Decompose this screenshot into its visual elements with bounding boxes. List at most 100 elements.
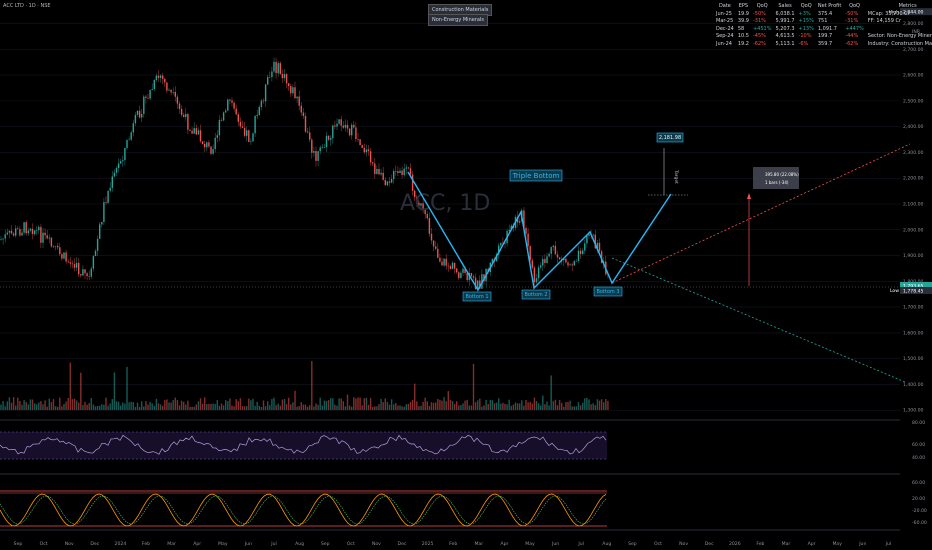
candle-body	[27, 230, 29, 234]
volume-bar	[250, 400, 252, 410]
candle-body	[338, 119, 340, 124]
financials-cell: 199.7	[817, 33, 833, 39]
volume-bar	[248, 398, 250, 410]
financials-cell: -31%	[845, 18, 859, 24]
candle-body	[537, 267, 540, 279]
volume-bar	[82, 404, 84, 410]
volume-bar	[21, 404, 23, 410]
financials-cell: 375.4	[817, 10, 833, 17]
volume-bar	[31, 399, 34, 410]
candle-body	[294, 87, 296, 99]
rsi-axis: 80.00 60.00 40.00	[912, 420, 925, 461]
volume-bar	[283, 399, 286, 410]
candle-body	[432, 240, 435, 247]
time-tick-label: 2026	[729, 541, 741, 547]
candle-body	[162, 75, 164, 79]
time-axis[interactable]: Sep Oct Nov Dec 2024 Feb Mar Apr May Jun Jul Aug Sep…	[14, 541, 892, 547]
candle-body	[96, 238, 99, 251]
volume-bar	[109, 403, 111, 410]
volume-bar	[33, 403, 36, 410]
candle-body	[40, 226, 42, 243]
financials-cell: Sep-24	[716, 33, 734, 39]
volume-bar	[388, 404, 391, 410]
candle-body	[584, 243, 586, 251]
volume-bar	[525, 399, 527, 410]
volume-bar	[162, 405, 164, 410]
volume-bar	[279, 405, 281, 410]
candle-body	[164, 78, 166, 83]
volume-bar	[86, 404, 88, 410]
candle-body	[126, 139, 128, 149]
candle-body	[353, 124, 355, 128]
volume-bar	[40, 401, 42, 410]
volume-bar	[437, 398, 439, 410]
candle-body	[367, 149, 370, 152]
time-tick-label: May	[525, 541, 535, 547]
volume-bar	[353, 397, 355, 410]
volume-bar	[0, 404, 2, 410]
candle-body	[430, 233, 433, 241]
volume-bar	[395, 402, 397, 410]
candle-body	[594, 234, 596, 249]
grid	[0, 23, 900, 411]
volume-bar	[422, 402, 424, 410]
volume-bar	[453, 403, 456, 410]
financials-cell: +3%	[798, 10, 811, 17]
volume-bar	[132, 402, 134, 410]
candle-body	[174, 91, 176, 97]
candle-body	[388, 181, 391, 183]
candle-body	[365, 149, 368, 153]
price-tick-label: 2,800.00	[903, 21, 924, 27]
symbol-header[interactable]: ACC LTD · 1D · NSE	[3, 3, 51, 9]
candle-body	[124, 148, 126, 161]
volume-bar	[80, 372, 82, 410]
financials-row: Mar-25 39.9 -31% 5,991.7 +15% 751 -31% FF: 14,1…	[714, 18, 932, 26]
financials-cell: 359.7	[817, 40, 833, 47]
resistance-projection	[611, 143, 911, 284]
candle-body	[453, 262, 456, 269]
volume-bar	[327, 400, 330, 410]
candle-body	[372, 162, 374, 164]
volume-bar	[537, 403, 540, 410]
price-tick-label: 2,600.00	[903, 73, 924, 79]
candle-body	[225, 110, 227, 113]
volume-bar	[594, 405, 596, 410]
rsi-tick-label: 80.00	[912, 420, 925, 426]
price-axis[interactable]: 3,000.002,900.002,800.002,700.002,600.00…	[888, 0, 932, 414]
candle-body	[191, 130, 193, 134]
candle-body	[355, 127, 357, 139]
volume-bar	[246, 406, 248, 410]
financials-cell: 39.9	[737, 18, 749, 24]
volume-bar	[598, 400, 601, 410]
candle-body	[143, 96, 145, 114]
candle-body	[409, 168, 412, 175]
candle-body	[61, 254, 63, 259]
low-label: Low	[890, 288, 899, 294]
candle-body	[542, 259, 544, 266]
volume-bar	[12, 397, 15, 410]
financials-cell: -6%	[798, 40, 809, 47]
volume-bar	[351, 406, 353, 410]
time-tick-label: Dec	[398, 541, 407, 547]
candle-body	[258, 106, 260, 116]
time-tick-label: Sep	[14, 541, 23, 547]
volume-bar	[174, 397, 176, 410]
volume-bar	[607, 400, 609, 410]
candle-body	[99, 224, 101, 239]
volume-bar	[155, 398, 158, 410]
volume-bar	[256, 401, 258, 410]
volume-bar	[397, 405, 399, 410]
candle-body	[395, 170, 397, 172]
volume-bar	[218, 405, 221, 410]
price-tick-label: 2,200.00	[903, 176, 924, 182]
candle-body	[75, 262, 78, 268]
financials-header-cell: QoQ	[756, 3, 768, 9]
candle-body	[183, 114, 185, 117]
candle-body	[69, 262, 71, 264]
financials-row: Dec-24 58 +451% 5,207.3 +13% 1,091.7 +447%	[714, 26, 932, 34]
volume-bar	[510, 405, 512, 410]
volume-bar	[468, 405, 470, 410]
candle-body	[334, 125, 336, 127]
volume-bar	[2, 401, 4, 410]
